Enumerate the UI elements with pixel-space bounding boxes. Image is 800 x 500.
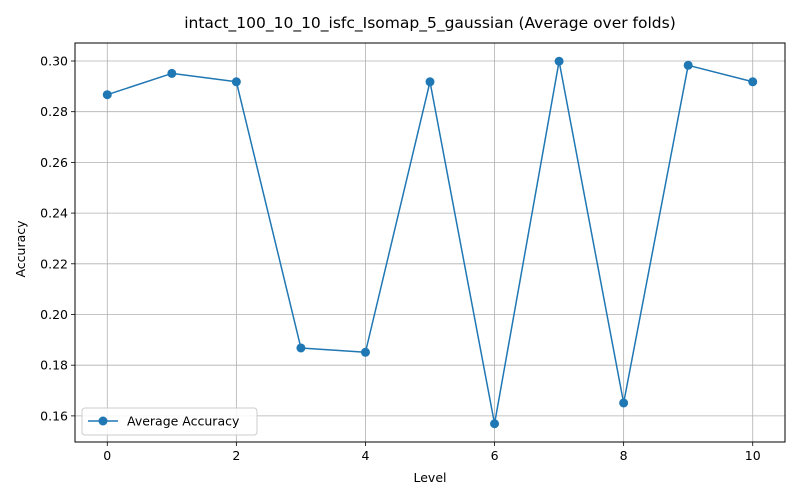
- data-point: [490, 419, 500, 429]
- y-tick-label: 0.24: [40, 206, 68, 221]
- x-tick-label: 10: [745, 448, 761, 463]
- y-axis-label: Accuracy: [13, 220, 28, 278]
- x-tick-label: 4: [361, 448, 369, 463]
- y-tick-label: 0.16: [40, 408, 68, 423]
- x-tick-label: 0: [103, 448, 111, 463]
- data-point: [231, 77, 241, 87]
- grid-lines: [75, 43, 785, 442]
- series-line: [107, 60, 753, 425]
- y-axis-ticks: 0.16 0.18 0.20 0.22 0.24 0.26 0.28 0.30: [40, 53, 75, 423]
- legend-marker-swatch: [98, 416, 108, 426]
- data-point: [360, 347, 370, 357]
- y-tick-label: 0.22: [40, 256, 68, 271]
- y-tick-label: 0.26: [40, 155, 68, 170]
- y-tick-label: 0.28: [40, 104, 68, 119]
- x-tick-label: 2: [232, 448, 240, 463]
- data-point: [167, 68, 177, 78]
- y-tick-label: 0.18: [40, 358, 68, 373]
- data-point: [554, 56, 564, 66]
- x-tick-label: 6: [491, 448, 499, 463]
- y-tick-label: 0.20: [40, 307, 68, 322]
- data-point: [748, 77, 758, 87]
- chart-title: intact_100_10_10_isfc_Isomap_5_gaussian …: [184, 14, 676, 33]
- legend: Average Accuracy: [81, 407, 258, 436]
- data-point: [102, 90, 112, 100]
- data-point: [619, 398, 629, 408]
- legend-box: [81, 407, 258, 436]
- series-layer: [102, 56, 758, 429]
- data-point: [683, 60, 693, 70]
- x-axis-ticks: 0 2 4 6 8 10: [103, 442, 761, 463]
- data-point: [296, 343, 306, 353]
- data-point: [425, 77, 435, 87]
- y-tick-label: 0.30: [40, 53, 68, 68]
- x-axis-label: Level: [414, 470, 447, 485]
- plot-area-frame: [74, 42, 786, 443]
- x-tick-label: 8: [620, 448, 628, 463]
- legend-label: Average Accuracy: [127, 414, 240, 429]
